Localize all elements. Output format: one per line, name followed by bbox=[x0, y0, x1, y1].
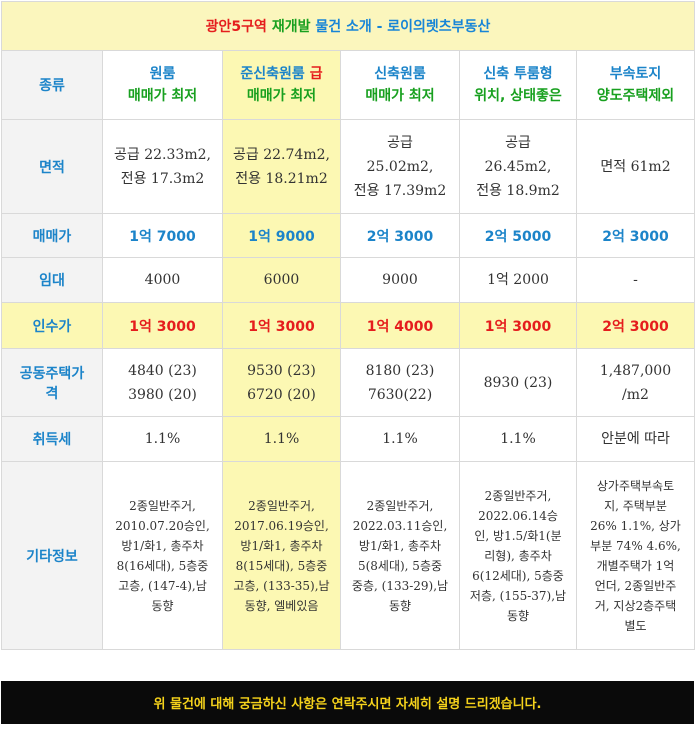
acquisition-price-2: 1억 3000 bbox=[222, 302, 341, 349]
property-header-4-line2: 위치, 상태좋은 bbox=[474, 88, 562, 104]
property-header-5: 부속토지 양도주택제외 bbox=[576, 50, 695, 120]
title-part-intro: 물건 소개 - 로이의렛츠부동산 bbox=[310, 19, 491, 35]
sale-price-1: 1억 7000 bbox=[102, 213, 223, 258]
rent-value-5: - bbox=[576, 257, 695, 303]
area-row: 면적 공급 22.33m2, 전용 17.3m2 공급 22.74m2, 전용 … bbox=[1, 119, 695, 214]
property-header-3-line2: 매매가 최저 bbox=[365, 88, 435, 104]
property-header-5-line1: 부속토지 bbox=[609, 66, 662, 82]
rent-value-4: 1억 2000 bbox=[459, 257, 577, 303]
official-price-1: 4840 (23) 3980 (20) bbox=[102, 348, 223, 417]
sale-price-2: 1억 9000 bbox=[222, 213, 341, 258]
property-header-3-line1: 신축원룸 bbox=[374, 66, 426, 82]
tax-value-1: 1.1% bbox=[102, 416, 223, 462]
official-price-5: 1,487,000 /m2 bbox=[576, 348, 695, 417]
property-header-1-line2: 매매가 최저 bbox=[127, 88, 198, 104]
sale-price-row: 매매가 1억 7000 1억 9000 2억 3000 2억 5000 2억 3… bbox=[1, 213, 695, 258]
property-header-2: 준신축원룸 급 매매가 최저 bbox=[222, 50, 341, 120]
type-row: 종류 원룸 매매가 최저 준신축원룸 급 매매가 최저 신축원룸 매매가 최저 … bbox=[1, 50, 695, 120]
property-header-3: 신축원룸 매매가 최저 bbox=[340, 50, 460, 120]
tax-row: 취득세 1.1% 1.1% 1.1% 1.1% 안분에 따라 bbox=[1, 416, 695, 462]
acquisition-price-4: 1억 3000 bbox=[459, 302, 577, 349]
row-label-other: 기타정보 bbox=[1, 461, 103, 650]
row-label-official-price: 공동주택가 격 bbox=[1, 348, 103, 417]
rent-value-2: 6000 bbox=[222, 257, 341, 303]
area-value-2: 공급 22.74m2, 전용 18.21m2 bbox=[222, 119, 341, 214]
tax-value-2: 1.1% bbox=[222, 416, 341, 462]
official-price-row: 공동주택가 격 4840 (23) 3980 (20) 9530 (23) 67… bbox=[1, 348, 695, 417]
other-info-1: 2종일반주거, 2010.07.20승인, 방1/화1, 총주차 8(16세대)… bbox=[102, 461, 223, 650]
tax-value-4: 1.1% bbox=[459, 416, 577, 462]
row-label-type: 종류 bbox=[1, 50, 103, 120]
property-header-5-line2: 양도주택제외 bbox=[596, 88, 675, 104]
property-header-2-accent: 급 bbox=[309, 66, 323, 82]
row-label-tax: 취득세 bbox=[1, 416, 103, 462]
other-info-5: 상가주택부속토 지, 주택부분 26% 1.1%, 상가 부분 74% 4.6%… bbox=[576, 461, 695, 650]
title-row: 광안5구역 재개발 물건 소개 - 로이의렛츠부동산 bbox=[1, 1, 695, 51]
acquisition-row: 인수가 1억 3000 1억 3000 1억 4000 1억 3000 2억 3… bbox=[1, 302, 695, 349]
official-price-2: 9530 (23) 6720 (20) bbox=[222, 348, 341, 417]
area-value-5: 면적 61m2 bbox=[576, 119, 695, 214]
row-label-acquisition: 인수가 bbox=[1, 302, 103, 349]
row-label-area: 면적 bbox=[1, 119, 103, 214]
property-comparison-table: 광안5구역 재개발 물건 소개 - 로이의렛츠부동산 종류 원룸 매매가 최저 … bbox=[1, 1, 695, 650]
tax-value-3: 1.1% bbox=[340, 416, 460, 462]
acquisition-price-3: 1억 4000 bbox=[340, 302, 460, 349]
property-header-4: 신축 투룸형 위치, 상태좋은 bbox=[459, 50, 577, 120]
other-info-3: 2종일반주거, 2022.03.11승인, 방1/화1, 총주차 5(8세대),… bbox=[340, 461, 460, 650]
rent-value-3: 9000 bbox=[340, 257, 460, 303]
title-part-redevelopment: 재개발 bbox=[271, 19, 311, 35]
other-info-row: 기타정보 2종일반주거, 2010.07.20승인, 방1/화1, 총주차 8(… bbox=[1, 461, 695, 650]
row-label-sale-price: 매매가 bbox=[1, 213, 103, 258]
page-title: 광안5구역 재개발 물건 소개 - 로이의렛츠부동산 bbox=[1, 1, 695, 51]
area-value-1: 공급 22.33m2, 전용 17.3m2 bbox=[102, 119, 223, 214]
title-part-area: 광안5구역 bbox=[205, 19, 272, 35]
property-header-4-line1: 신축 투룸형 bbox=[483, 66, 553, 82]
sale-price-5: 2억 3000 bbox=[576, 213, 695, 258]
other-info-4: 2종일반주거, 2022.06.14승 인, 방1.5/화1(분 리형), 총주… bbox=[459, 461, 577, 650]
contact-banner: 위 물건에 대해 궁금하신 사항은 연락주시면 자세히 설명 드리겠습니다. bbox=[1, 681, 694, 724]
official-price-4: 8930 (23) bbox=[459, 348, 577, 417]
area-value-4: 공급 26.45m2, 전용 18.9m2 bbox=[459, 119, 577, 214]
area-value-3: 공급 25.02m2, 전용 17.39m2 bbox=[340, 119, 460, 214]
property-header-2-line1: 준신축원룸 bbox=[240, 66, 310, 82]
other-info-2: 2종일반주거, 2017.06.19승인, 방1/화1, 총주차 8(15세대)… bbox=[222, 461, 341, 650]
acquisition-price-1: 1억 3000 bbox=[102, 302, 223, 349]
row-label-rent: 임대 bbox=[1, 257, 103, 303]
official-price-3: 8180 (23) 7630(22) bbox=[340, 348, 460, 417]
tax-value-5: 안분에 따라 bbox=[576, 416, 695, 462]
property-header-1-line1: 원룸 bbox=[149, 66, 176, 82]
rent-row: 임대 4000 6000 9000 1억 2000 - bbox=[1, 257, 695, 303]
property-header-1: 원룸 매매가 최저 bbox=[102, 50, 223, 120]
property-header-2-line2: 매매가 최저 bbox=[246, 88, 317, 104]
rent-value-1: 4000 bbox=[102, 257, 223, 303]
acquisition-price-5: 2억 3000 bbox=[576, 302, 695, 349]
sale-price-3: 2억 3000 bbox=[340, 213, 460, 258]
sale-price-4: 2억 5000 bbox=[459, 213, 577, 258]
